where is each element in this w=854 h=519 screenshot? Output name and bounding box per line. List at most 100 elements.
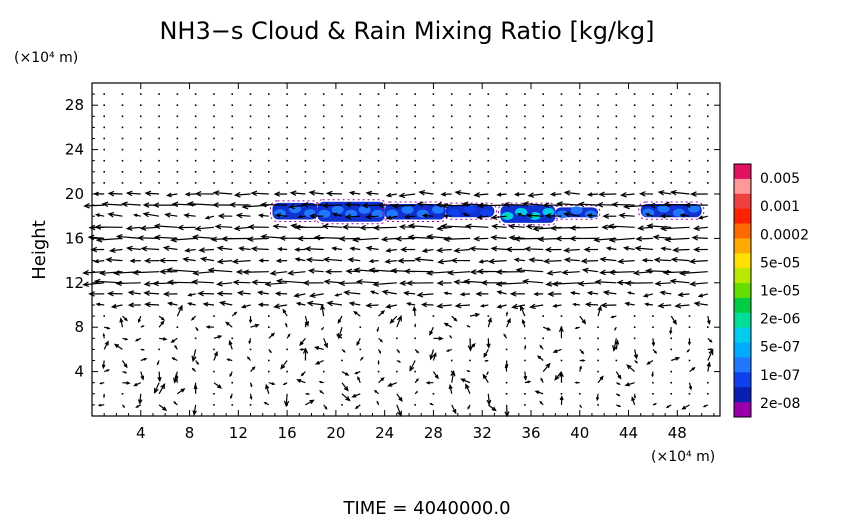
- wind-vector: [142, 211, 160, 218]
- wind-vector: [140, 371, 145, 381]
- wind-vector-dot: [139, 115, 142, 118]
- wind-vector: [299, 337, 306, 347]
- wind-vector-dot: [670, 393, 673, 395]
- wind-vector: [361, 202, 379, 209]
- wind-vector-dot: [139, 93, 142, 95]
- wind-vector-dot: [158, 137, 160, 140]
- wind-vector: [283, 393, 290, 408]
- wind-vector: [235, 212, 251, 219]
- wind-vector-dot: [231, 171, 234, 173]
- y-axis-unit: (×10⁴ m): [14, 50, 78, 66]
- colorbar: [733, 163, 752, 418]
- wind-vector-dot: [322, 93, 325, 95]
- wind-vector-dot: [231, 126, 234, 129]
- wind-vector: [562, 211, 580, 218]
- wind-vector-dot: [615, 93, 618, 95]
- wind-vector: [220, 235, 251, 242]
- wind-vector: [192, 270, 214, 276]
- wind-vector: [600, 302, 617, 309]
- wind-vector: [598, 191, 617, 198]
- wind-vector: [524, 380, 532, 384]
- wind-vector: [248, 338, 252, 345]
- wind-vector: [97, 403, 105, 407]
- wind-vector: [461, 201, 489, 207]
- cloud-core: [642, 208, 655, 217]
- wind-vector: [691, 235, 708, 241]
- wind-vector: [191, 234, 214, 240]
- wind-vector-dot: [176, 137, 179, 140]
- wind-vector-dot: [286, 171, 288, 173]
- x-tick-label: 12: [229, 424, 248, 442]
- wind-vector: [483, 349, 489, 358]
- wind-vector-dot: [158, 93, 160, 95]
- wind-vector-dot: [158, 115, 160, 118]
- time-label: TIME = 4040000.0: [342, 498, 510, 519]
- wind-vector: [547, 291, 562, 297]
- wind-vector: [693, 246, 708, 253]
- wind-vector-dot: [194, 337, 197, 340]
- wind-vector-dot: [432, 126, 435, 129]
- wind-vector: [323, 404, 328, 410]
- wind-vector: [542, 202, 562, 208]
- wind-vector: [272, 223, 288, 230]
- wind-vector: [286, 333, 291, 339]
- wind-vector-dot: [707, 104, 709, 106]
- wind-vector-dot: [487, 126, 490, 129]
- wind-vector: [236, 290, 251, 296]
- wind-vector: [107, 211, 123, 218]
- wind-vector: [313, 346, 324, 351]
- wind-vector-dot: [249, 137, 252, 140]
- wind-vector: [115, 234, 141, 240]
- wind-vector: [460, 378, 471, 384]
- wind-vector: [282, 382, 288, 386]
- wind-vector: [396, 359, 402, 363]
- wind-vector-dot: [670, 381, 673, 384]
- wind-vector: [432, 351, 437, 361]
- wind-vector-dot: [524, 93, 526, 95]
- wind-vector: [158, 383, 166, 395]
- wind-vector: [385, 192, 397, 198]
- wind-vector: [133, 382, 142, 387]
- wind-vector: [354, 371, 361, 375]
- wind-vector-dot: [396, 171, 398, 173]
- wind-vector-dot: [652, 148, 654, 151]
- wind-vector: [229, 371, 233, 378]
- wind-vector: [597, 305, 602, 317]
- wind-vector-dot: [322, 126, 325, 129]
- wind-vector-dot: [707, 393, 709, 395]
- colorbar-segment: [734, 312, 751, 329]
- wind-vector: [323, 338, 328, 349]
- wind-vector-dot: [304, 104, 307, 106]
- wind-vector: [104, 326, 111, 330]
- wind-vector-dot: [615, 182, 618, 184]
- wind-vector: [225, 321, 233, 328]
- wind-vector-dot: [103, 182, 105, 184]
- wind-vector: [583, 246, 599, 253]
- wind-vector-dot: [597, 148, 599, 151]
- colorbar-segment: [734, 238, 751, 254]
- wind-vector-dot: [341, 104, 343, 106]
- colorbar-label: 1e-05: [760, 284, 800, 300]
- wind-vector: [191, 367, 197, 373]
- cloud-core-bright: [504, 213, 511, 218]
- wind-vector-dot: [524, 393, 526, 395]
- wind-vector: [369, 290, 379, 295]
- wind-vector-dot: [213, 171, 215, 173]
- wind-vector: [140, 357, 148, 362]
- wind-vector-dot: [341, 137, 343, 140]
- wind-vector: [355, 279, 379, 285]
- wind-vector-dot: [103, 115, 105, 118]
- wind-vector: [129, 258, 141, 264]
- wind-vector: [331, 246, 343, 251]
- wind-vector: [466, 370, 471, 373]
- wind-vector: [94, 213, 105, 218]
- wind-vector-dot: [524, 337, 526, 340]
- cloud-region: [640, 203, 702, 218]
- wind-vector-dot: [304, 159, 307, 162]
- wind-vector-dot: [670, 348, 673, 351]
- wind-vector-dot: [341, 159, 343, 162]
- wind-vector-dot: [103, 315, 105, 317]
- wind-vector-dot: [231, 148, 234, 151]
- wind-vector-dot: [688, 137, 691, 140]
- wind-vector-dot: [633, 104, 636, 106]
